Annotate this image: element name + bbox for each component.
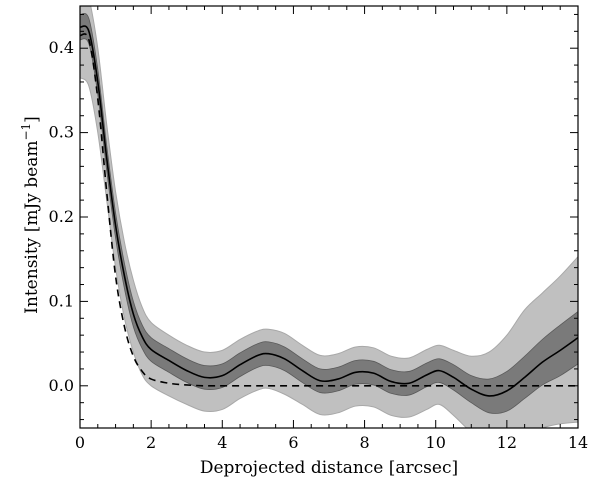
x-tick-label: 2 bbox=[146, 433, 156, 452]
x-tick-label: 4 bbox=[217, 433, 227, 452]
x-tick-label: 14 bbox=[568, 433, 588, 452]
y-axis-label-suffix: ] bbox=[22, 116, 42, 123]
model-dashed-line bbox=[80, 33, 578, 387]
y-tick-label: 0.1 bbox=[49, 291, 74, 310]
profile-solid-line bbox=[80, 25, 578, 397]
x-tick-label: 10 bbox=[426, 433, 446, 452]
y-axis-label-main: Intensity [mJy beam bbox=[22, 141, 42, 314]
x-axis-label: Deprojected distance [arcsec] bbox=[200, 458, 458, 478]
tick-labels: 0 2 4 6 8 10 12 14 0.0 0.1 0.2 0.3 0.4 bbox=[49, 38, 589, 452]
axis-ticks bbox=[79, 6, 579, 428]
x-tick-label: 8 bbox=[359, 433, 369, 452]
y-tick-label: 0.4 bbox=[49, 38, 74, 57]
y-tick-label: 0.0 bbox=[49, 376, 74, 395]
y-axis-label-superscript: −1 bbox=[19, 123, 33, 141]
y-axis-label: Intensity [mJy beam−1] bbox=[19, 116, 42, 314]
y-tick-label: 0.3 bbox=[49, 123, 74, 142]
y-tick-label: 0.2 bbox=[49, 207, 74, 226]
plot-area bbox=[80, 6, 578, 428]
x-tick-label: 6 bbox=[288, 433, 298, 452]
x-tick-label: 0 bbox=[75, 433, 85, 452]
x-tick-label: 12 bbox=[497, 433, 517, 452]
